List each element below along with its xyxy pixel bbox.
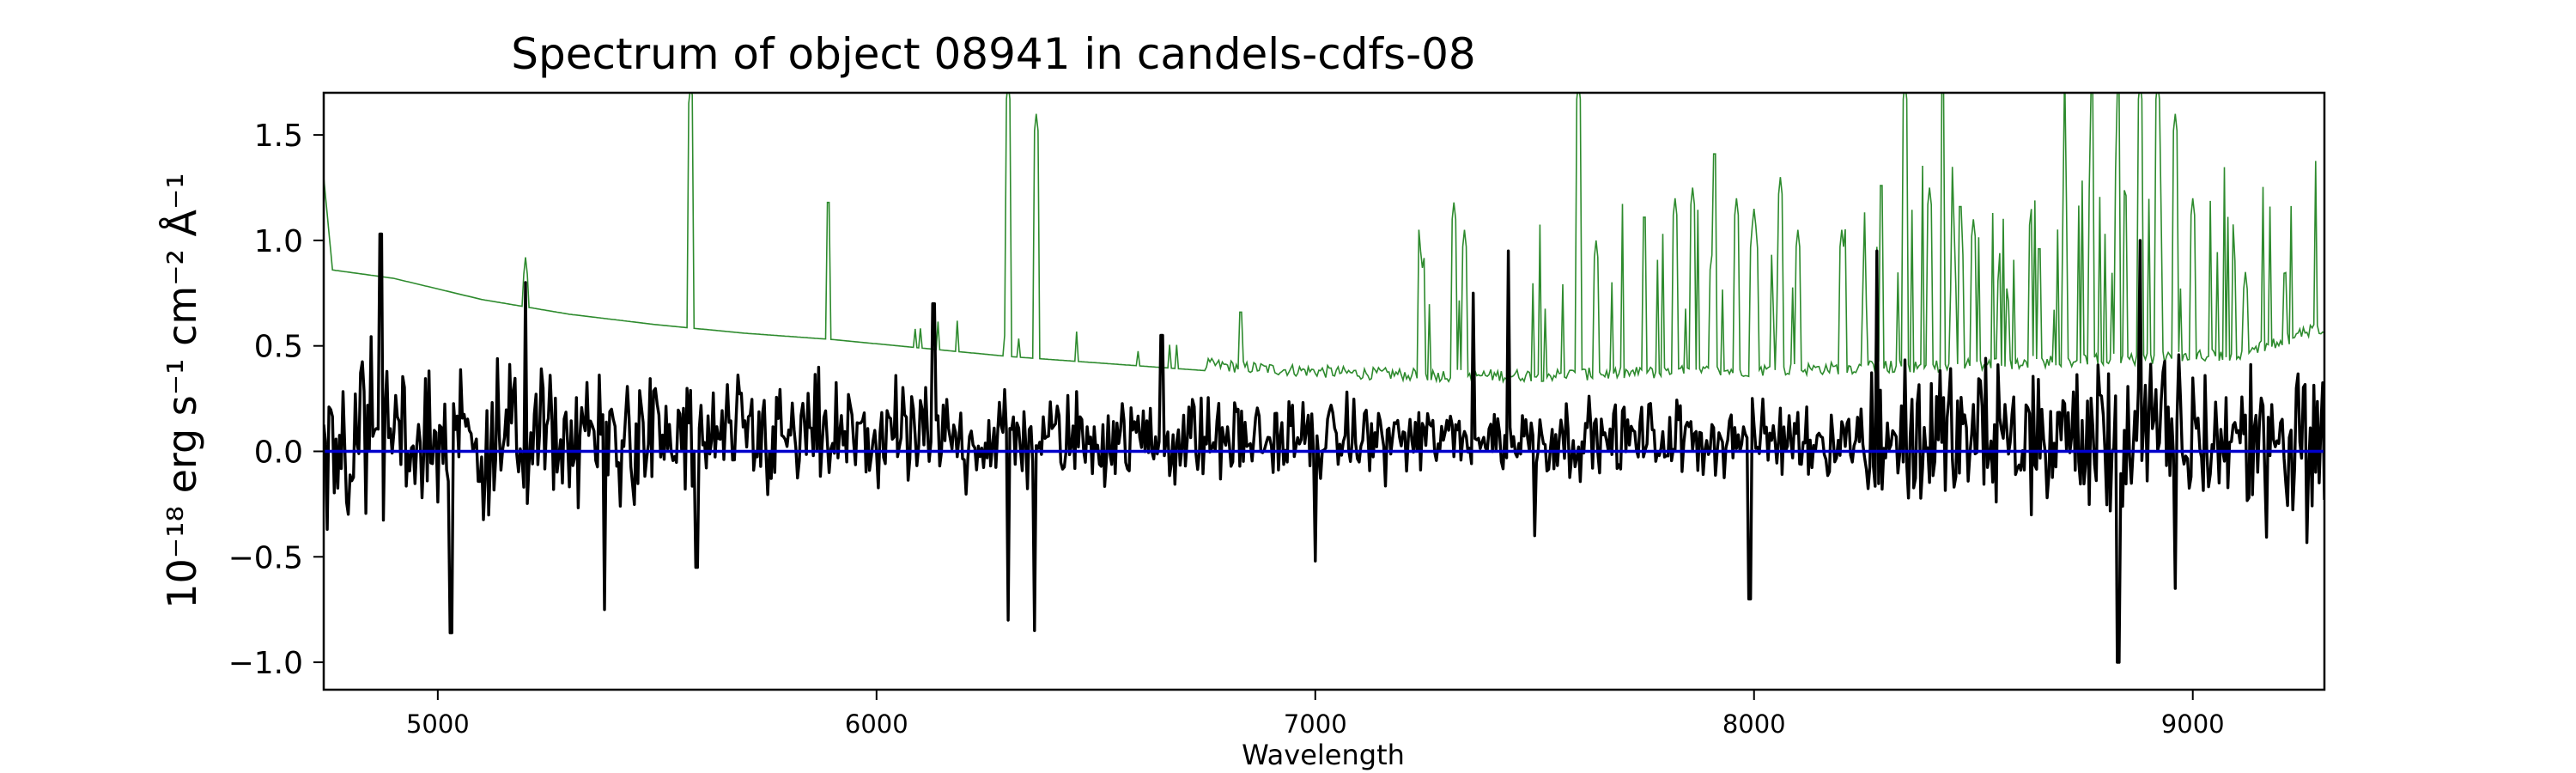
y-tick-label: 1.5 — [254, 119, 303, 154]
x-tick-label: 9000 — [2161, 709, 2225, 739]
x-tick-label: 8000 — [1722, 709, 1786, 739]
y-tick-label: 0.5 — [254, 330, 303, 365]
chart-title: Spectrum of object 08941 in candels-cdfs… — [511, 29, 1476, 79]
y-tick-label: −1.0 — [228, 646, 303, 681]
x-tick-label: 6000 — [845, 709, 908, 739]
plot-frame — [322, 91, 2326, 691]
error-spectrum-line — [324, 93, 2324, 384]
x-tick-label: 7000 — [1284, 709, 1347, 739]
y-tick-label: 1.0 — [254, 224, 303, 259]
x-tick-label: 5000 — [406, 709, 470, 739]
x-axis-ticks: 5000 6000 7000 8000 9000 — [406, 690, 2225, 739]
x-axis-label: Wavelength — [1242, 739, 1405, 771]
y-axis-ticks: −1.0 −0.5 0.0 0.5 1.0 1.5 — [228, 119, 324, 681]
y-axis-label: 10⁻¹⁸ erg s⁻¹ cm⁻² Å⁻¹ — [159, 173, 205, 608]
y-tick-label: 0.0 — [254, 435, 303, 470]
series-layer — [324, 93, 2324, 664]
y-tick-label: −0.5 — [228, 540, 303, 575]
